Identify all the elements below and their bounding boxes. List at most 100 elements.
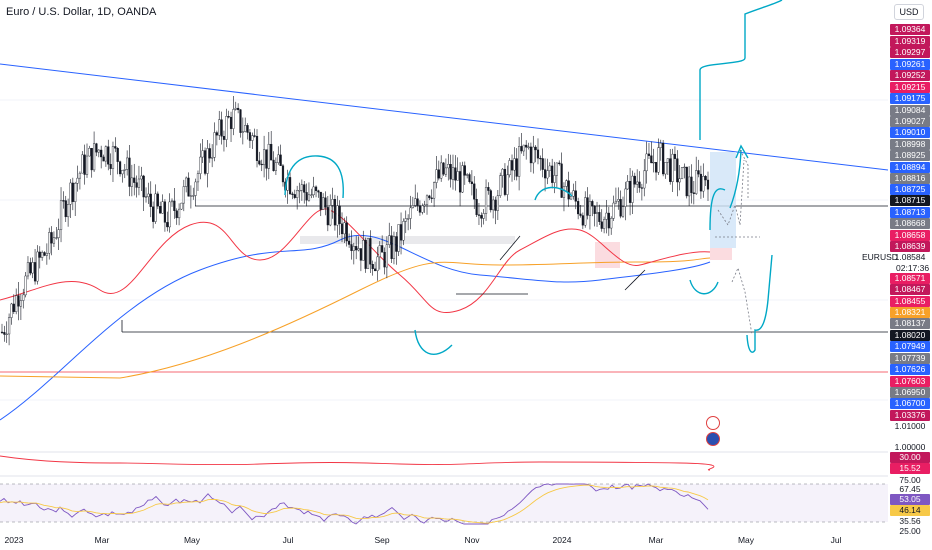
drawing-annotations xyxy=(284,0,783,355)
candle-body xyxy=(513,158,516,171)
candle-body xyxy=(567,180,570,200)
price-chart[interactable] xyxy=(0,0,888,550)
candle-body xyxy=(697,170,700,175)
indicator-label: 46.14 xyxy=(890,505,930,516)
candle-body xyxy=(135,182,138,188)
descending-trendline[interactable] xyxy=(0,63,888,171)
candle-body xyxy=(293,194,296,198)
candle-body xyxy=(38,251,41,258)
price-label: 1.08639 xyxy=(890,241,930,252)
candle-body xyxy=(201,150,204,158)
candle-body xyxy=(270,143,273,161)
candle-body xyxy=(203,150,207,174)
adx-line xyxy=(0,455,715,471)
candle-body xyxy=(300,184,303,191)
candle-body xyxy=(395,236,398,252)
candle-body xyxy=(593,205,596,214)
candle-body xyxy=(57,229,60,238)
candle-body xyxy=(397,224,400,252)
candle-body xyxy=(118,161,122,175)
candle-body xyxy=(553,175,556,183)
candle-body xyxy=(109,164,112,169)
candle-body xyxy=(159,206,162,214)
candle-body xyxy=(307,194,311,201)
candle-body xyxy=(262,149,266,166)
candle-body xyxy=(633,175,636,185)
candle-body xyxy=(24,275,27,296)
candle-body xyxy=(626,181,629,190)
candle-body xyxy=(288,177,292,195)
candle-series xyxy=(0,96,710,346)
candle-body xyxy=(149,193,152,207)
black-drawings xyxy=(456,235,646,295)
candle-body xyxy=(390,235,393,259)
candle-body xyxy=(473,183,476,200)
candle-body xyxy=(274,162,277,171)
pink-zone-2 xyxy=(710,248,732,260)
candle-body xyxy=(551,165,554,183)
candle-body xyxy=(614,200,618,204)
candle-body xyxy=(36,251,39,282)
price-label: 1.09010 xyxy=(890,127,930,138)
candle-body xyxy=(636,181,639,185)
candle-body xyxy=(520,146,523,152)
candle-body xyxy=(241,131,244,133)
candle-body xyxy=(229,116,233,129)
candle-body xyxy=(340,223,344,235)
candle-body xyxy=(130,177,133,187)
price-label: 1.08713 xyxy=(890,207,930,218)
candle-body xyxy=(548,165,551,171)
candle-body xyxy=(702,175,705,192)
candle-body xyxy=(657,147,660,173)
candle-body xyxy=(121,170,124,175)
candle-body xyxy=(298,190,301,192)
price-label: 1.09175 xyxy=(890,93,930,104)
price-label: 1.08571 xyxy=(890,273,930,284)
eu-flag-icon[interactable] xyxy=(706,416,720,430)
candle-body xyxy=(501,168,504,176)
us-flag-icon[interactable] xyxy=(706,432,720,446)
currency-button[interactable]: USD xyxy=(894,4,924,20)
candle-body xyxy=(671,153,674,182)
candle-body xyxy=(508,160,511,176)
candle-body xyxy=(343,222,346,235)
candle-body xyxy=(33,262,37,282)
candle-body xyxy=(645,153,648,172)
indicator-label: 53.05 xyxy=(890,494,930,505)
candle-body xyxy=(494,199,497,211)
price-label: 1.09364 xyxy=(890,24,930,35)
candle-body xyxy=(565,180,568,187)
candle-body xyxy=(414,198,417,206)
candle-body xyxy=(456,171,459,181)
candle-body xyxy=(418,205,422,213)
candle-body xyxy=(48,232,51,254)
price-label: 1.08925 xyxy=(890,150,930,161)
candle-body xyxy=(652,162,655,164)
candle-body xyxy=(430,197,433,199)
candle-body xyxy=(444,167,448,175)
candle-body xyxy=(59,200,63,230)
candle-body xyxy=(248,132,252,141)
candle-body xyxy=(407,218,410,220)
candle-body xyxy=(76,177,79,184)
candle-body xyxy=(102,156,105,162)
candle-body xyxy=(541,158,544,170)
candle-body xyxy=(277,154,280,163)
candle-body xyxy=(161,201,164,214)
candle-body xyxy=(168,201,171,228)
candle-body xyxy=(458,171,462,193)
candle-body xyxy=(468,174,471,183)
candle-body xyxy=(279,154,282,166)
candle-body xyxy=(402,221,405,241)
candle-body xyxy=(156,193,159,207)
price-label: 1.09252 xyxy=(890,70,930,81)
candle-body xyxy=(621,206,625,217)
candle-body xyxy=(71,182,74,202)
candle-body xyxy=(362,240,365,261)
candle-body xyxy=(225,116,228,140)
candle-body xyxy=(116,148,119,162)
candle-body xyxy=(67,204,70,218)
candle-body xyxy=(41,252,44,258)
candle-body xyxy=(3,332,6,335)
price-label: 1.09319 xyxy=(890,36,930,47)
